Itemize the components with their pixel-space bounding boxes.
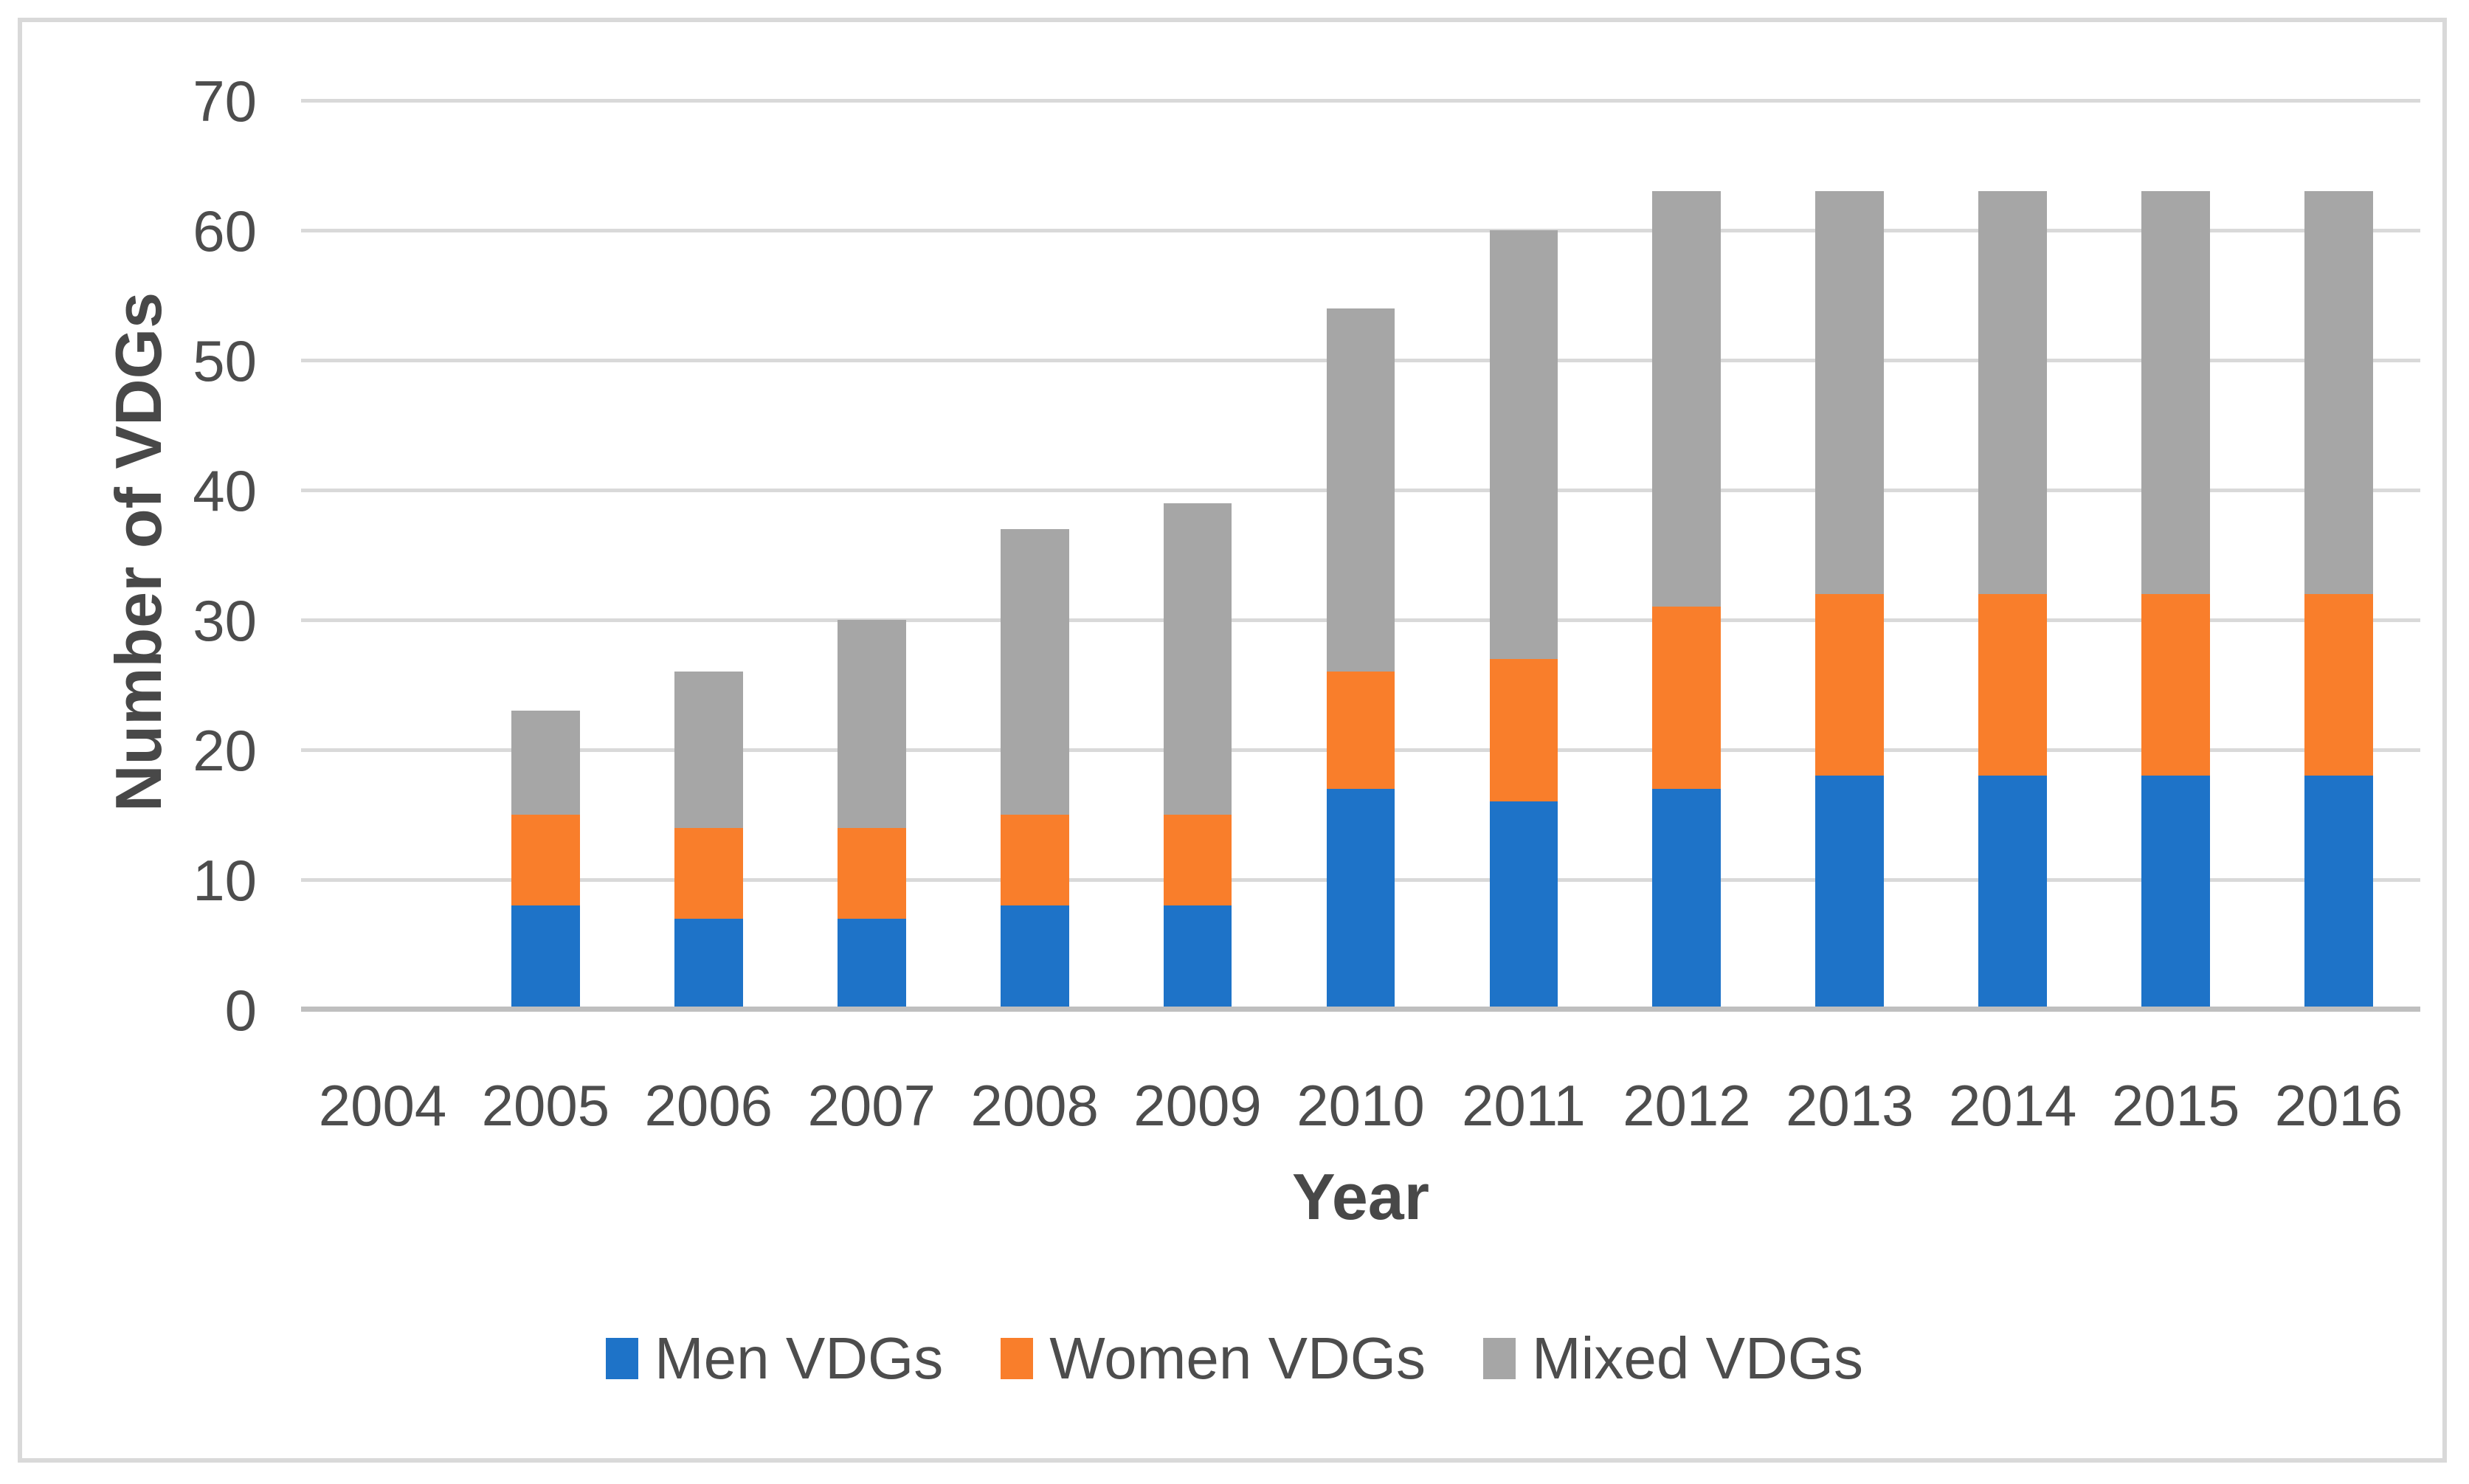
bar-segment (1489, 801, 1558, 1010)
legend-label: Mixed VDGs (1532, 1325, 1863, 1391)
x-axis-line (301, 1007, 2420, 1012)
bar-segment (1163, 815, 1232, 906)
bar-segment (674, 918, 743, 1010)
y-tick-label: 40 (193, 458, 257, 523)
x-tick-label: 2016 (2274, 1073, 2403, 1138)
chart-border (18, 18, 2447, 1463)
y-tick-label: 50 (193, 328, 257, 393)
bar-segment (2141, 191, 2210, 594)
x-tick-label: 2011 (1462, 1073, 1586, 1138)
bar-segment (511, 815, 580, 906)
bar-segment (2304, 593, 2373, 776)
bar-segment (1815, 776, 1885, 1010)
legend-item: Women VDGs (1001, 1327, 1426, 1390)
x-tick-label: 2010 (1296, 1073, 1425, 1138)
bar-segment (1326, 788, 1395, 1010)
bar-segment (1652, 607, 1722, 789)
bar-segment (1489, 658, 1558, 802)
bar-segment (2141, 776, 2210, 1010)
gridline (301, 99, 2420, 103)
bar-segment (837, 620, 906, 828)
x-tick-label: 2004 (318, 1073, 447, 1138)
bar-segment (1000, 528, 1069, 815)
x-tick-label: 2013 (1785, 1073, 1914, 1138)
y-tick-label: 70 (193, 69, 257, 134)
x-tick-label: 2006 (644, 1073, 773, 1138)
bar-segment (1978, 191, 2048, 594)
bar-segment (1163, 503, 1232, 815)
gridline (301, 229, 2420, 232)
bar-segment (1978, 593, 2048, 776)
bar-segment (1000, 815, 1069, 906)
bar-segment (1489, 230, 1558, 659)
x-tick-label: 2008 (970, 1073, 1099, 1138)
legend-item: Men VDGs (606, 1327, 943, 1390)
x-tick-label: 2005 (481, 1073, 610, 1138)
bar-segment (1326, 308, 1395, 672)
y-tick-label: 30 (193, 588, 257, 653)
legend-swatch (606, 1338, 639, 1379)
legend-swatch (1483, 1338, 1516, 1379)
bar-segment (1652, 191, 1722, 607)
bar-segment (674, 672, 743, 828)
x-tick-label: 2012 (1623, 1073, 1751, 1138)
x-tick-label: 2015 (2111, 1073, 2240, 1138)
y-tick-label: 0 (224, 978, 257, 1043)
bar-segment (837, 918, 906, 1010)
bar-segment (674, 827, 743, 919)
bar-segment (2141, 593, 2210, 776)
y-tick-label: 60 (193, 199, 257, 263)
legend-item: Mixed VDGs (1483, 1327, 1863, 1390)
bar-segment (2304, 776, 2373, 1010)
bar-segment (1815, 593, 1885, 776)
bar-segment (1815, 191, 1885, 594)
x-tick-label: 2014 (1948, 1073, 2077, 1138)
legend-label: Men VDGs (655, 1325, 944, 1391)
legend-swatch (1001, 1338, 1034, 1379)
plot-area (301, 99, 2420, 1012)
bar-segment (1978, 776, 2048, 1010)
x-tick-label: 2009 (1133, 1073, 1262, 1138)
x-axis-title: Year (1292, 1160, 1429, 1233)
bar-segment (1000, 905, 1069, 1010)
y-tick-label: 20 (193, 718, 257, 783)
bar-segment (1326, 672, 1395, 789)
x-tick-label: 2007 (807, 1073, 936, 1138)
bar-segment (2304, 191, 2373, 594)
bar-segment (511, 711, 580, 815)
y-tick-label: 10 (193, 848, 257, 913)
bar-segment (837, 827, 906, 919)
bar-segment (511, 905, 580, 1010)
legend: Men VDGs Women VDGs Mixed VDGs (0, 1327, 2469, 1390)
legend-label: Women VDGs (1049, 1325, 1426, 1391)
bar-segment (1652, 788, 1722, 1010)
bar-segment (1163, 905, 1232, 1010)
